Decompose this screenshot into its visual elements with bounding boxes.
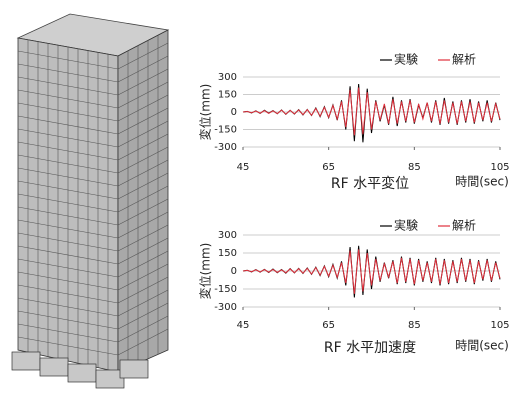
- footing: [68, 364, 96, 382]
- chart-title: RF 水平変位: [331, 175, 409, 192]
- x-tick-label: 105: [490, 320, 509, 331]
- y-axis-label: 変位(mm): [198, 243, 213, 300]
- footing: [12, 352, 40, 370]
- y-tick-label: 0: [231, 107, 237, 118]
- x-tick-label: 45: [237, 320, 250, 331]
- series-line: [243, 246, 500, 298]
- y-tick-label: 150: [218, 90, 237, 101]
- legend-label: 実験: [394, 218, 418, 233]
- y-tick-label: -300: [214, 142, 237, 153]
- chart-title: RF 水平加速度: [324, 340, 416, 356]
- x-axis-label: 時間(sec): [455, 339, 509, 353]
- x-tick-label: 105: [490, 162, 509, 173]
- footing: [40, 358, 68, 376]
- y-tick-label: -150: [214, 125, 237, 136]
- y-tick-label: 300: [218, 230, 237, 241]
- x-tick-label: 85: [408, 320, 421, 331]
- x-tick-label: 65: [322, 320, 335, 331]
- series-line: [243, 84, 500, 142]
- y-tick-label: -300: [214, 302, 237, 313]
- y-tick-label: -150: [214, 284, 237, 295]
- x-tick-label: 85: [408, 162, 421, 173]
- legend-label: 実験: [394, 52, 418, 67]
- y-tick-label: 0: [231, 266, 237, 277]
- legend-label: 解析: [452, 219, 476, 233]
- x-tick-label: 65: [322, 162, 335, 173]
- side-face: [118, 30, 168, 372]
- x-axis-label: 時間(sec): [455, 175, 509, 189]
- footing: [120, 360, 148, 378]
- figure: 3001500-150-300456585105変位(mm)RF 水平変位時間(…: [0, 0, 526, 407]
- y-tick-label: 150: [218, 248, 237, 259]
- x-tick-label: 45: [237, 162, 250, 173]
- building-mesh: [12, 14, 168, 388]
- y-tick-label: 300: [218, 72, 237, 83]
- y-axis-label: 変位(mm): [198, 84, 213, 141]
- legend-label: 解析: [452, 53, 476, 67]
